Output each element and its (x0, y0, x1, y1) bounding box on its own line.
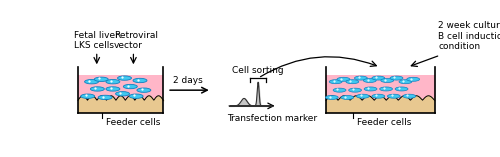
Circle shape (129, 94, 143, 98)
Circle shape (80, 94, 94, 98)
Bar (326, 100, 434, 113)
Bar (78, 100, 163, 113)
Circle shape (407, 77, 420, 81)
Text: Feeder cells: Feeder cells (106, 118, 160, 127)
Circle shape (116, 92, 130, 96)
Circle shape (326, 95, 338, 99)
Bar (78, 75, 163, 100)
Circle shape (124, 84, 138, 89)
Circle shape (90, 87, 104, 91)
Circle shape (364, 78, 376, 82)
Circle shape (356, 94, 369, 98)
Text: 2 week culture in
B cell induction
condition: 2 week culture in B cell induction condi… (438, 21, 500, 51)
Circle shape (399, 80, 412, 84)
Text: Cell sorting: Cell sorting (232, 66, 284, 75)
Circle shape (330, 80, 342, 84)
Text: Retroviral
vector: Retroviral vector (114, 31, 158, 50)
Circle shape (381, 78, 394, 82)
Circle shape (333, 88, 346, 92)
Circle shape (354, 76, 368, 80)
Circle shape (390, 76, 403, 80)
Circle shape (84, 80, 98, 84)
Text: Feeder cells: Feeder cells (357, 118, 412, 127)
Circle shape (403, 94, 415, 98)
Bar (326, 75, 434, 100)
Circle shape (364, 87, 377, 91)
Circle shape (341, 95, 353, 99)
Circle shape (137, 88, 151, 92)
Circle shape (346, 80, 359, 84)
Circle shape (388, 94, 400, 98)
Circle shape (106, 80, 120, 84)
Circle shape (372, 94, 384, 98)
Text: Fetal liver
LKS cells: Fetal liver LKS cells (74, 31, 119, 50)
Circle shape (380, 87, 392, 91)
Circle shape (372, 76, 384, 80)
Text: 2 days: 2 days (173, 76, 203, 85)
Circle shape (133, 78, 147, 83)
Circle shape (106, 87, 120, 91)
Text: Transfection marker: Transfection marker (227, 114, 318, 123)
Circle shape (94, 77, 108, 81)
Circle shape (118, 76, 132, 80)
Circle shape (337, 77, 350, 81)
Circle shape (98, 95, 112, 100)
Circle shape (395, 87, 408, 91)
Circle shape (348, 88, 362, 92)
